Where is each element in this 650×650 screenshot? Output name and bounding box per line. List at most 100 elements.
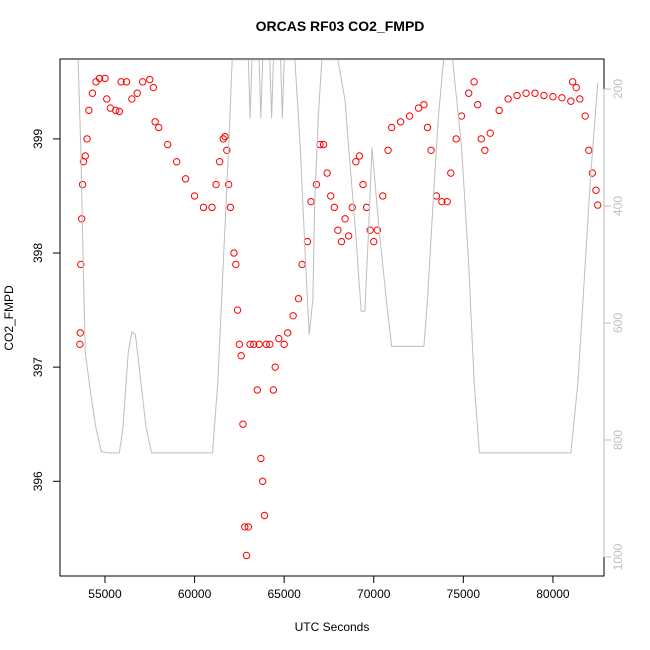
data-point bbox=[237, 352, 245, 360]
data-point bbox=[432, 192, 441, 200]
data-point bbox=[76, 329, 84, 337]
data-point bbox=[242, 551, 251, 560]
data-point bbox=[266, 340, 274, 349]
y2-tick-label: 1000 bbox=[611, 543, 625, 570]
data-point bbox=[323, 169, 331, 177]
data-point bbox=[344, 232, 353, 240]
data-point bbox=[337, 237, 346, 246]
data-point bbox=[568, 78, 577, 86]
data-point bbox=[190, 192, 199, 200]
data-point bbox=[585, 146, 593, 155]
data-point bbox=[275, 334, 283, 343]
data-point bbox=[327, 192, 335, 200]
data-point bbox=[348, 203, 356, 212]
data-point bbox=[522, 89, 530, 97]
data-point bbox=[262, 340, 270, 349]
data-point bbox=[513, 91, 521, 100]
data-point bbox=[588, 169, 597, 177]
data-point bbox=[151, 118, 159, 126]
data-point bbox=[576, 95, 584, 103]
data-point bbox=[155, 123, 163, 132]
data-point bbox=[540, 91, 548, 100]
data-point bbox=[373, 226, 382, 234]
data-point bbox=[531, 89, 539, 97]
data-point bbox=[443, 197, 451, 206]
data-point bbox=[233, 306, 242, 314]
x-tick-label: 65000 bbox=[267, 587, 301, 601]
data-point bbox=[438, 197, 446, 206]
y-tick-label: 397 bbox=[31, 357, 45, 377]
data-point bbox=[549, 92, 557, 101]
data-point bbox=[138, 78, 147, 86]
data-point bbox=[215, 158, 224, 166]
data-point bbox=[239, 420, 247, 428]
data-point bbox=[269, 386, 278, 394]
data-point bbox=[163, 140, 172, 149]
data-point bbox=[221, 132, 229, 141]
data-point bbox=[470, 78, 478, 86]
data-point bbox=[473, 100, 482, 109]
data-point bbox=[504, 95, 512, 103]
data-point bbox=[112, 106, 120, 115]
data-point bbox=[465, 89, 473, 97]
data-point bbox=[122, 78, 131, 86]
data-point bbox=[232, 260, 240, 269]
data-point bbox=[81, 152, 89, 160]
data-point bbox=[387, 123, 396, 132]
data-point bbox=[572, 83, 580, 92]
data-point bbox=[212, 180, 220, 189]
data-point bbox=[452, 135, 460, 143]
data-point bbox=[581, 112, 589, 120]
data-point bbox=[246, 340, 254, 349]
data-point bbox=[379, 192, 387, 200]
data-point bbox=[258, 477, 267, 485]
data-point bbox=[133, 89, 141, 97]
data-point bbox=[420, 100, 428, 109]
data-point bbox=[85, 106, 93, 115]
data-point bbox=[235, 340, 244, 349]
y2-tick-label: 400 bbox=[611, 196, 625, 216]
data-point bbox=[427, 146, 435, 155]
data-point bbox=[249, 340, 258, 349]
data-point bbox=[341, 215, 349, 223]
data-point bbox=[88, 89, 97, 97]
data-point bbox=[172, 158, 181, 166]
data-point bbox=[146, 75, 154, 84]
y-tick-label: 399 bbox=[31, 129, 45, 149]
x-axis-label: UTC Seconds bbox=[295, 620, 370, 634]
y-tick-label: 396 bbox=[31, 471, 45, 491]
x-tick-label: 75000 bbox=[447, 587, 481, 601]
data-point bbox=[486, 129, 494, 137]
y2-tick-label: 200 bbox=[611, 79, 625, 99]
pressure-line bbox=[77, 59, 599, 454]
data-point bbox=[477, 135, 485, 143]
y2-tick-label: 600 bbox=[611, 313, 625, 333]
data-point bbox=[405, 112, 414, 120]
x-tick-label: 60000 bbox=[178, 587, 212, 601]
data-point bbox=[352, 158, 360, 166]
data-point bbox=[495, 106, 503, 115]
data-point bbox=[257, 454, 265, 463]
data-point bbox=[181, 175, 190, 183]
data-point bbox=[334, 226, 342, 234]
data-point bbox=[241, 523, 249, 531]
y-tick-label: 398 bbox=[31, 243, 45, 263]
data-point bbox=[255, 340, 263, 349]
data-point bbox=[128, 95, 136, 103]
data-point bbox=[303, 237, 312, 246]
data-point bbox=[83, 135, 91, 143]
data-point bbox=[280, 340, 288, 349]
data-point bbox=[447, 169, 455, 177]
data-point bbox=[224, 180, 233, 189]
data-point bbox=[95, 74, 104, 83]
data-point bbox=[359, 180, 367, 189]
data-point bbox=[594, 201, 602, 209]
plot-area bbox=[76, 59, 602, 560]
data-point bbox=[208, 203, 216, 212]
data-point bbox=[370, 237, 378, 246]
y2-tick-label: 800 bbox=[611, 430, 625, 450]
data-point bbox=[77, 260, 85, 269]
data-point bbox=[284, 329, 292, 337]
data-point bbox=[355, 152, 364, 160]
